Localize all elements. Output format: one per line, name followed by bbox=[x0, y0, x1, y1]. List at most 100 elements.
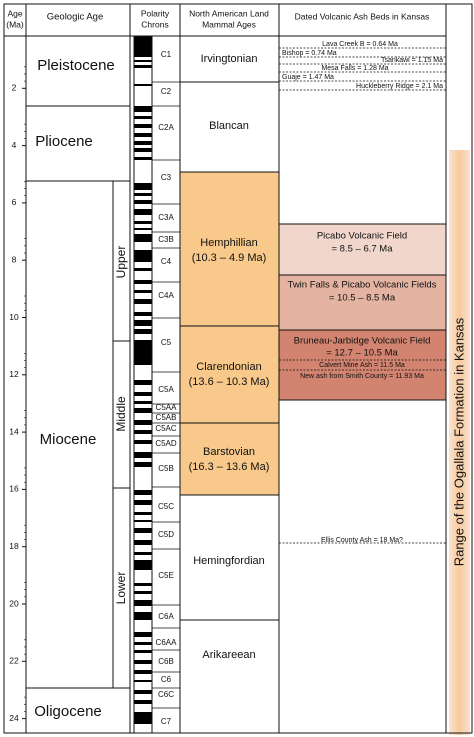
chron-label: C5 bbox=[161, 338, 172, 347]
polarity-band bbox=[134, 157, 152, 160]
age-label: 14 bbox=[9, 426, 19, 436]
polarity-band bbox=[134, 60, 152, 62]
polarity-band bbox=[134, 299, 152, 304]
frame bbox=[3, 3, 473, 734]
ash-label: Tsankawi = 1.15 Ma bbox=[381, 57, 443, 64]
polarity-band bbox=[134, 632, 152, 637]
ash-label: Calvert Mine Ash = 11.5 Ma bbox=[319, 362, 405, 369]
polarity-band bbox=[134, 552, 152, 555]
chron-label: C2 bbox=[161, 87, 172, 96]
chron-label: C3 bbox=[161, 173, 172, 182]
chron-label: C5D bbox=[158, 530, 174, 539]
field-label: Picabo Volcanic Field bbox=[317, 231, 407, 242]
header: Polarity bbox=[141, 8, 170, 18]
subepoch: Lower bbox=[114, 572, 128, 605]
field-box bbox=[279, 330, 446, 400]
chron-label: C7 bbox=[161, 717, 172, 726]
epoch: Pleistocene bbox=[37, 57, 115, 74]
chron-label: C6A bbox=[158, 612, 174, 621]
age-label: 8 bbox=[12, 254, 17, 264]
ash-label: Bishop = 0.74 Ma bbox=[282, 50, 337, 57]
polarity-band bbox=[134, 183, 152, 190]
ogallala-band bbox=[449, 150, 470, 735]
polarity-band bbox=[134, 591, 152, 594]
polarity-band bbox=[134, 234, 152, 242]
field-label: Bruneau-Jarbidge Volcanic Field bbox=[294, 336, 431, 347]
header: North American Land bbox=[189, 8, 269, 18]
epoch: Oligocene bbox=[34, 703, 102, 720]
polarity-band bbox=[134, 700, 152, 704]
header: (Ma) bbox=[6, 19, 24, 29]
polarity-band bbox=[134, 560, 152, 570]
nalma-label: Hemphillian bbox=[200, 237, 257, 249]
polarity-band bbox=[134, 462, 152, 467]
chron-lines bbox=[152, 81, 180, 709]
fills bbox=[180, 150, 470, 735]
field-box bbox=[279, 224, 446, 275]
polarity-band bbox=[134, 408, 152, 413]
polarity-band bbox=[134, 680, 152, 682]
polarity-band bbox=[134, 540, 152, 545]
polarity-band bbox=[134, 65, 152, 68]
polarity-band bbox=[134, 84, 152, 86]
polarity-band bbox=[134, 430, 152, 434]
outer-frame bbox=[3, 3, 473, 734]
polarity-band bbox=[134, 148, 152, 152]
polarity-band bbox=[134, 320, 152, 326]
nalma-label: Irvingtonian bbox=[201, 53, 258, 65]
polarity-band bbox=[134, 490, 152, 495]
header: Chrons bbox=[141, 19, 168, 29]
header: Age bbox=[7, 8, 22, 18]
epoch: Miocene bbox=[40, 431, 97, 448]
chron-label: C5AB bbox=[156, 413, 177, 422]
chron-label: C6AA bbox=[156, 638, 178, 647]
chron-label: C5AD bbox=[155, 439, 177, 448]
chron-label: C6C bbox=[158, 690, 174, 699]
polarity-band bbox=[134, 380, 152, 385]
header: Dated Volcanic Ash Beds in Kansas bbox=[295, 11, 430, 21]
epochs: Pleistocene Pliocene Miocene Oligocene U… bbox=[34, 57, 128, 720]
polarity-bands bbox=[134, 36, 152, 724]
nalma-label: Hemingfordian bbox=[193, 555, 265, 567]
polarity-band bbox=[134, 690, 152, 694]
polarity-band bbox=[134, 329, 152, 334]
chron-label: C5A bbox=[158, 385, 174, 394]
polarity-band bbox=[134, 612, 152, 620]
polarity-band bbox=[134, 340, 152, 365]
field-label: = 10.5 – 8.5 Ma bbox=[329, 293, 396, 304]
polarity-band bbox=[134, 520, 152, 522]
ash-label: Huckleberry Ridge = 2.1 Ma bbox=[356, 83, 443, 90]
field-box bbox=[279, 275, 446, 330]
ogallala-label: Range of the Ogallala Formation in Kansa… bbox=[451, 317, 466, 566]
header: Geologic Age bbox=[47, 12, 104, 23]
age-label: 20 bbox=[9, 598, 19, 608]
nalma-label: Barstovian bbox=[203, 446, 255, 458]
subepoch: Upper bbox=[114, 246, 128, 279]
age-label: 16 bbox=[9, 484, 19, 494]
polarity-band bbox=[134, 392, 152, 396]
chron-label: C5B bbox=[158, 464, 174, 473]
age-label: 6 bbox=[12, 197, 17, 207]
chron-label: C4 bbox=[161, 257, 172, 266]
volcanic-fields: Picabo Volcanic Field = 8.5 – 6.7 Ma Twi… bbox=[288, 231, 437, 359]
ash-label: Lava Creek B = 0.64 Ma bbox=[322, 41, 398, 48]
polarity-band bbox=[134, 401, 152, 404]
field-label: = 8.5 – 6.7 Ma bbox=[332, 244, 394, 255]
nalma-label: Blancan bbox=[209, 120, 249, 132]
polarity-band bbox=[134, 124, 152, 128]
chron-label: C5E bbox=[158, 571, 174, 580]
ash-beds: Lava Creek B = 0.64 Ma Bishop = 0.74 Ma … bbox=[282, 41, 443, 544]
field-label: = 12.7 – 10.5 Ma bbox=[326, 348, 398, 359]
age-label: 22 bbox=[9, 656, 19, 666]
nalma-label: Arikareean bbox=[202, 649, 255, 661]
polarity-band bbox=[134, 660, 152, 664]
polarity-band bbox=[134, 600, 152, 606]
chron-label: C2A bbox=[158, 123, 174, 132]
age-label: 2 bbox=[12, 83, 17, 93]
ash-label: Ellis County Ash = 18 Ma? bbox=[321, 537, 403, 544]
chron-label: C5C bbox=[158, 502, 174, 511]
polarity-band bbox=[134, 500, 152, 505]
